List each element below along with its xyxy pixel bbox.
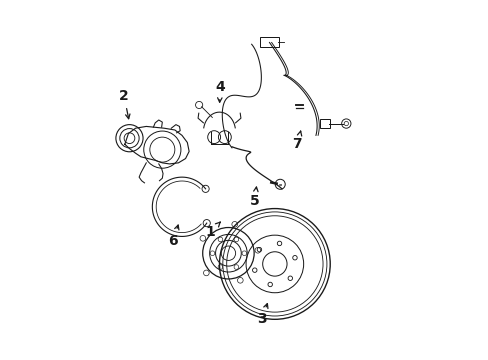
Text: 2: 2 [119,89,130,119]
Text: 4: 4 [215,80,224,102]
Text: 6: 6 [168,225,179,248]
Text: 3: 3 [256,303,267,326]
Text: 1: 1 [205,222,220,239]
Text: 7: 7 [292,131,302,151]
Text: 5: 5 [249,187,259,208]
